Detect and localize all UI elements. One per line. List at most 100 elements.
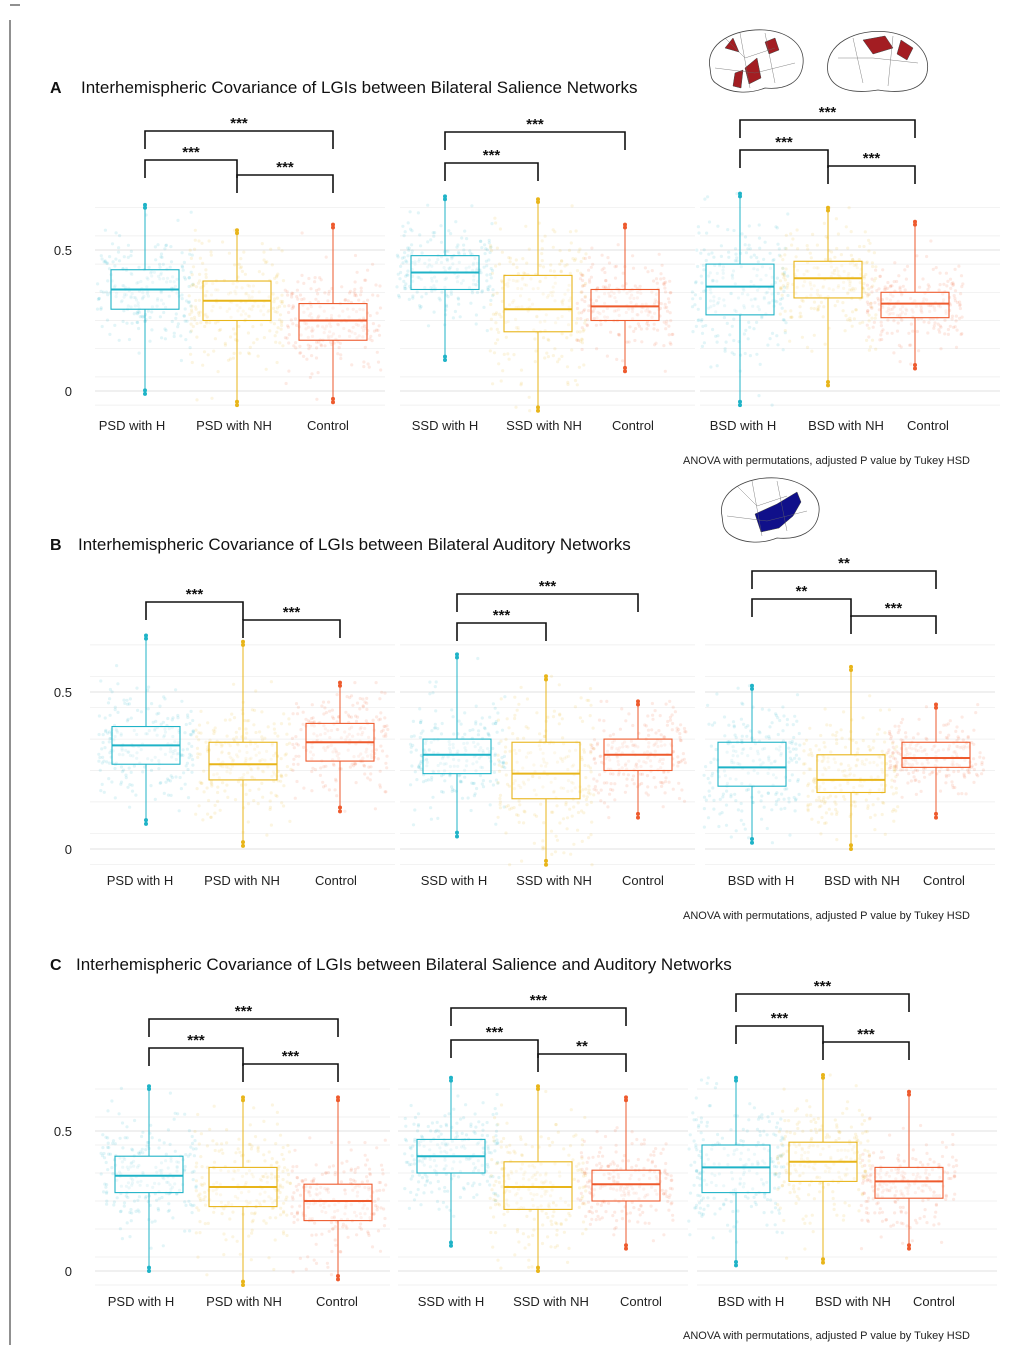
data-point: [409, 750, 413, 754]
data-point: [819, 300, 824, 304]
data-point: [285, 732, 289, 736]
data-point: [409, 745, 413, 749]
data-point: [708, 299, 713, 303]
data-point: [877, 298, 881, 302]
data-point: [544, 313, 548, 317]
data-point: [198, 272, 202, 276]
data-point: [440, 290, 444, 294]
data-point: [375, 350, 379, 354]
data-point: [885, 773, 889, 777]
data-point: [716, 300, 720, 304]
data-point: [122, 768, 126, 772]
data-point: [199, 709, 203, 714]
data-point: [938, 271, 942, 275]
data-point: [285, 1213, 289, 1217]
data-point: [722, 316, 727, 320]
significance-bracket: ***: [850, 600, 937, 634]
data-point: [364, 278, 368, 282]
data-point: [960, 315, 964, 319]
data-point: [853, 287, 858, 291]
data-point: [919, 789, 923, 794]
data-point: [808, 726, 812, 730]
data-point: [576, 828, 580, 832]
data-point: [814, 744, 818, 748]
data-point: [366, 268, 370, 272]
data-point: [354, 310, 359, 314]
data-point: [106, 293, 110, 297]
data-point: [793, 714, 797, 718]
data-point: [366, 298, 370, 302]
data-point: [668, 341, 672, 345]
data-point: [712, 303, 716, 307]
data-point: [371, 322, 375, 326]
data-point: [194, 1179, 198, 1183]
data-point: [409, 783, 413, 787]
data-point: [278, 318, 282, 322]
data-point: [588, 280, 592, 284]
data-point: [363, 1141, 367, 1145]
significance-bracket: **: [751, 555, 937, 589]
data-point: [960, 285, 964, 289]
data-point: [287, 341, 291, 345]
data-point: [301, 710, 305, 714]
data-point: [625, 784, 629, 788]
data-point: [866, 309, 870, 313]
data-point: [188, 346, 192, 350]
data-point: [866, 293, 870, 297]
data-point: [736, 686, 740, 690]
outlier-point: [147, 1087, 151, 1091]
data-point: [234, 292, 238, 296]
data-point: [200, 1175, 204, 1180]
data-point: [628, 296, 632, 300]
data-point: [278, 313, 283, 317]
box: [816, 754, 886, 794]
data-point: [190, 1134, 194, 1139]
data-point: [292, 757, 296, 761]
data-point: [242, 250, 246, 254]
data-point: [418, 233, 422, 237]
corner-mark: [9, 4, 20, 1345]
outlier-point: [143, 205, 147, 210]
data-point: [223, 341, 227, 345]
group-2: SSD with H SSD with NH Control******: [395, 116, 695, 433]
data-point: [776, 242, 780, 246]
data-point: [580, 311, 584, 315]
data-point: [489, 302, 493, 307]
data-point: [356, 1166, 360, 1170]
data-point: [580, 273, 585, 277]
data-point: [469, 808, 473, 813]
data-point: [602, 266, 606, 270]
data-point: [361, 697, 365, 701]
data-point: [280, 1152, 284, 1157]
data-point: [808, 802, 813, 807]
data-point: [209, 293, 214, 297]
data-point: [322, 331, 326, 335]
data-point: [677, 781, 681, 785]
data-point: [172, 1117, 176, 1121]
data-point: [398, 277, 402, 281]
data-point: [358, 707, 362, 711]
data-point: [253, 1135, 258, 1139]
data-point: [553, 275, 557, 279]
data-point: [806, 784, 810, 788]
data-point: [135, 312, 140, 316]
data-point: [919, 304, 923, 308]
data-point: [893, 724, 897, 728]
data-point: [451, 715, 455, 719]
data-point: [721, 265, 726, 269]
data-point: [589, 265, 593, 269]
data-point: [953, 289, 958, 293]
data-point: [300, 273, 304, 277]
data-point: [587, 255, 592, 260]
data-point: [410, 274, 415, 278]
data-point: [254, 730, 258, 735]
data-point: [159, 722, 163, 726]
data-point: [149, 1246, 153, 1250]
data-point: [516, 813, 520, 818]
data-point: [602, 729, 606, 733]
data-point: [281, 1169, 285, 1173]
data-point: [428, 680, 432, 684]
data-point: [786, 281, 790, 286]
data-point: [329, 313, 334, 318]
data-point: [361, 335, 365, 339]
